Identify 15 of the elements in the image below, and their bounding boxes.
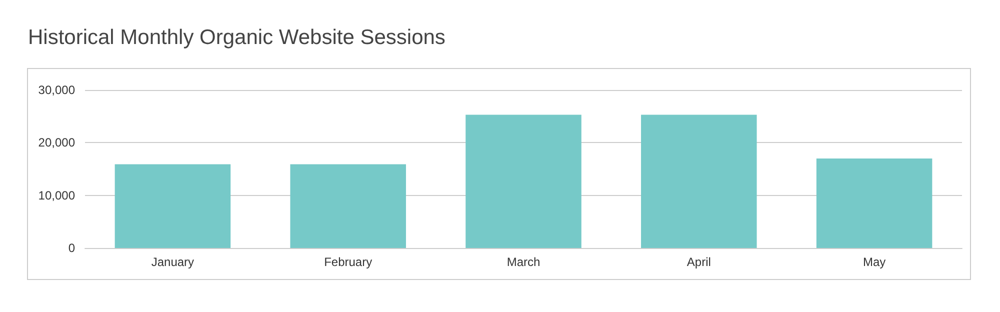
y-tick-label: 0 <box>68 241 76 255</box>
bar <box>641 114 757 248</box>
bar <box>816 158 932 248</box>
y-tick-label: 30,000 <box>38 83 76 97</box>
y-tick-label: 20,000 <box>38 136 76 150</box>
bar <box>114 164 231 248</box>
x-tick-label: February <box>324 255 372 269</box>
bar <box>466 114 582 248</box>
x-tick-label: May <box>862 255 886 269</box>
x-tick-label: March <box>506 255 540 269</box>
chart-title: Historical Monthly Organic Website Sessions <box>28 26 446 50</box>
y-tick-label: 10,000 <box>38 188 76 202</box>
bar <box>290 164 406 248</box>
x-tick-label: January <box>151 255 194 269</box>
x-tick-label: April <box>686 255 711 269</box>
